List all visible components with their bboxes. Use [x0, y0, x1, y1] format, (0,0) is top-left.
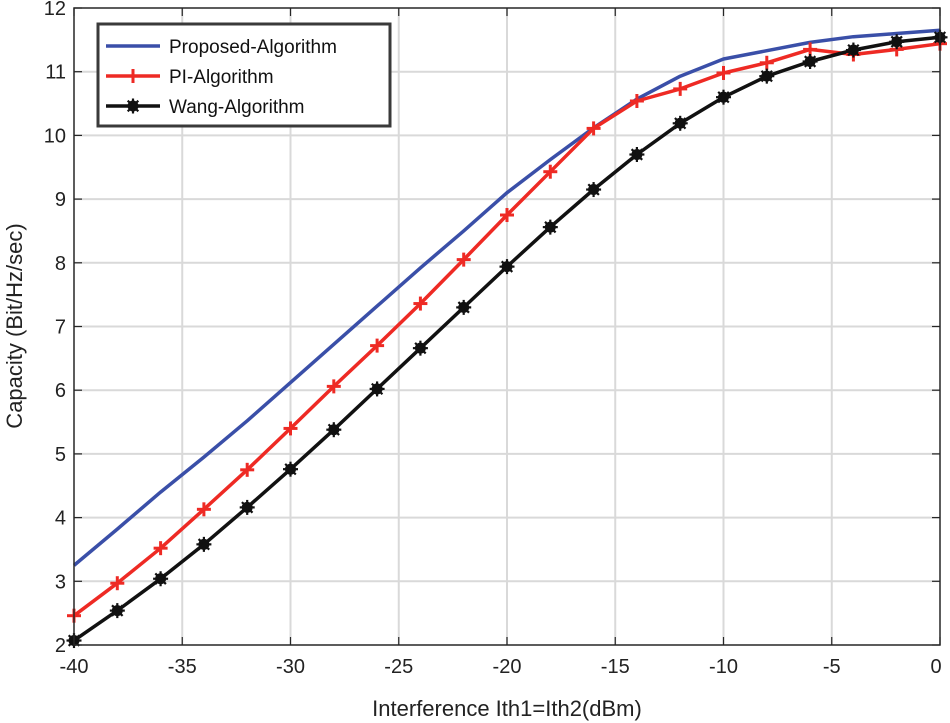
star-marker-ray [241, 501, 254, 514]
legend-entry-proposed-algorithm: Proposed-Algorithm [106, 37, 337, 58]
data-point-pi-algorithm [500, 208, 514, 223]
x-axis-title: Interference Ith1=Ith2(dBm) [372, 696, 642, 721]
data-point-wang-algorithm [109, 603, 125, 619]
data-point-pi-algorithm [456, 252, 471, 267]
star-marker-ray [126, 99, 140, 113]
legend-label-proposed-algorithm: Proposed-Algorithm [169, 37, 337, 58]
y-axis-title: Capacity (Bit/Hz/sec) [2, 223, 27, 428]
x-tick-labels: -40 -35 -30 -25 -20 -15 -10 -5 0 [60, 656, 942, 678]
y-tick-label: 7 [55, 317, 66, 339]
series-markers [66, 29, 948, 649]
star-marker-ray [674, 117, 687, 130]
legend-entry-wang-algorithm: Wang-Algorithm [106, 97, 305, 118]
data-point-wang-algorithm [629, 147, 645, 163]
x-tick-label: -20 [493, 656, 522, 678]
legend: Proposed-Algorithm PI-Algorithm Wang-Algor… [96, 22, 392, 128]
y-tick-label: 8 [55, 253, 66, 275]
data-point-pi-algorithm [716, 65, 731, 80]
data-point-pi-algorithm [370, 338, 385, 353]
x-tick-label: -5 [823, 656, 841, 678]
y-tick-label: 4 [55, 508, 66, 530]
data-point-pi-algorithm [240, 462, 255, 477]
x-tick-label: -10 [709, 656, 738, 678]
data-point-pi-algorithm [759, 55, 774, 70]
data-point-pi-algorithm [326, 379, 341, 394]
data-point-wang-algorithm [759, 68, 775, 84]
data-point-wang-algorithm [845, 42, 861, 58]
legend-label-wang-algorithm: Wang-Algorithm [169, 97, 305, 118]
x-tick-label: -35 [168, 656, 197, 678]
data-point-wang-algorithm [586, 182, 602, 198]
data-point-pi-algorithm [413, 296, 428, 311]
y-tick-label: 5 [55, 444, 66, 466]
y-tick-labels: 2 3 4 5 6 7 8 9 10 11 12 [44, 0, 66, 657]
data-point-pi-algorithm [283, 421, 298, 436]
data-point-wang-algorithm [412, 340, 428, 356]
data-point-wang-algorithm [499, 259, 515, 275]
star-marker-ray [284, 463, 297, 476]
data-point-wang-algorithm [153, 571, 169, 587]
star-marker-ray [197, 538, 210, 551]
star-marker-ray [327, 423, 340, 436]
y-tick-label: 3 [55, 571, 66, 593]
data-point-wang-algorithm [672, 115, 688, 131]
data-point-wang-algorithm [369, 381, 385, 397]
data-point-pi-algorithm [153, 541, 168, 556]
x-tick-label: -25 [384, 656, 413, 678]
star-marker-ray [847, 43, 860, 57]
legend-entries: Proposed-Algorithm PI-Algorithm Wang-Algor… [106, 37, 337, 118]
y-tick-label: 6 [55, 380, 66, 402]
axis-ticks [73, 7, 941, 646]
y-tick-label: 11 [45, 62, 66, 84]
star-marker-ray [890, 35, 903, 48]
x-tick-label: -40 [60, 656, 89, 678]
y-tick-label: 2 [55, 635, 66, 657]
data-point-pi-algorithm [629, 94, 644, 109]
legend-label-pi-algorithm: PI-Algorithm [169, 67, 274, 88]
star-marker-ray [371, 382, 384, 396]
data-point-wang-algorithm [326, 422, 342, 438]
y-tick-label: 12 [44, 0, 66, 20]
legend-marker-wang-algorithm [125, 98, 141, 114]
x-tick-label: -15 [601, 656, 630, 678]
data-point-wang-algorithm [542, 219, 558, 235]
data-point-wang-algorithm [196, 536, 212, 552]
legend-marker-pi-algorithm [126, 69, 140, 83]
star-marker-ray [630, 148, 643, 161]
data-point-pi-algorithm [110, 576, 125, 591]
star-marker-ray [500, 260, 514, 273]
x-tick-label: 0 [930, 656, 941, 678]
data-point-pi-algorithm [543, 164, 558, 179]
data-point-wang-algorithm [889, 34, 905, 50]
star-marker-ray [717, 91, 730, 104]
data-point-wang-algorithm [239, 499, 255, 515]
star-marker-ray [457, 301, 470, 314]
legend-entry-pi-algorithm: PI-Algorithm [106, 67, 274, 88]
x-tick-label: -30 [276, 656, 305, 678]
data-point-wang-algorithm [283, 461, 298, 477]
star-marker-ray [587, 183, 600, 196]
data-point-wang-algorithm [456, 299, 472, 315]
data-point-pi-algorithm [673, 81, 688, 96]
star-marker-ray [760, 70, 773, 83]
data-point-pi-algorithm [586, 121, 601, 136]
star-marker-ray [804, 55, 817, 68]
data-point-wang-algorithm [716, 89, 731, 105]
series-line-proposed-algorithm [72, 28, 941, 567]
data-point-pi-algorithm [196, 502, 211, 517]
star-marker-ray [154, 572, 167, 585]
y-tick-label: 9 [55, 189, 66, 211]
star-marker-ray [414, 342, 427, 355]
star-marker-ray [111, 604, 124, 617]
star-marker-ray [544, 221, 557, 234]
data-point-wang-algorithm [802, 54, 818, 70]
y-tick-label: 10 [44, 125, 66, 147]
